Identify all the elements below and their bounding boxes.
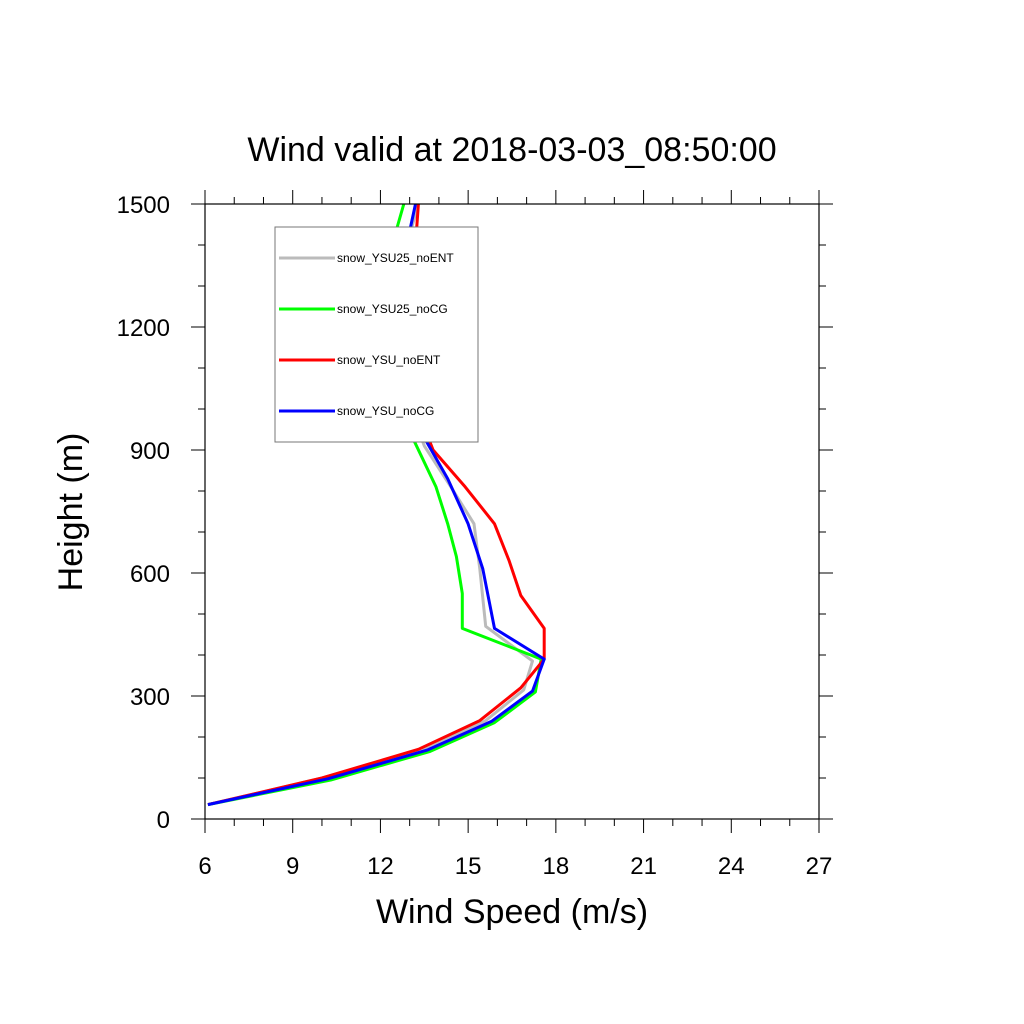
y-tick-label: 1500 [117,192,170,219]
legend-label: snow_YSU25_noCG [337,302,448,316]
plot-frame [204,203,820,820]
tick-marks [191,190,833,833]
legend-label: snow_YSU_noCG [337,404,434,418]
x-tick-label: 21 [630,853,657,880]
legend-box [274,226,479,443]
x-tick-label: 12 [367,853,394,880]
legend-label: snow_YSU_noENT [337,353,441,367]
x-axis-label: Wind Speed (m/s) [376,893,648,931]
y-tick-label: 1200 [117,315,170,342]
x-tick-labels: 6 9 12 15 18 21 24 27 [198,853,832,880]
x-tick-label: 24 [718,853,745,880]
y-tick-label: 300 [130,684,170,711]
y-tick-label: 600 [130,561,170,588]
legend: snow_YSU25_noENT snow_YSU25_noCG snow_YSU_… [274,226,479,443]
y-tick-labels: 0 300 600 900 1200 1500 [117,192,170,834]
x-tick-label: 18 [543,853,570,880]
y-tick-label: 0 [157,807,170,834]
x-tick-label: 27 [806,853,833,880]
x-tick-label: 15 [455,853,482,880]
y-axis-label: Height (m) [52,433,90,592]
chart-title: Wind valid at 2018-03-03_08:50:00 [247,131,776,169]
legend-label: snow_YSU25_noENT [337,251,454,265]
x-tick-label: 9 [286,853,299,880]
x-tick-label: 6 [198,853,211,880]
y-tick-label: 900 [130,438,170,465]
